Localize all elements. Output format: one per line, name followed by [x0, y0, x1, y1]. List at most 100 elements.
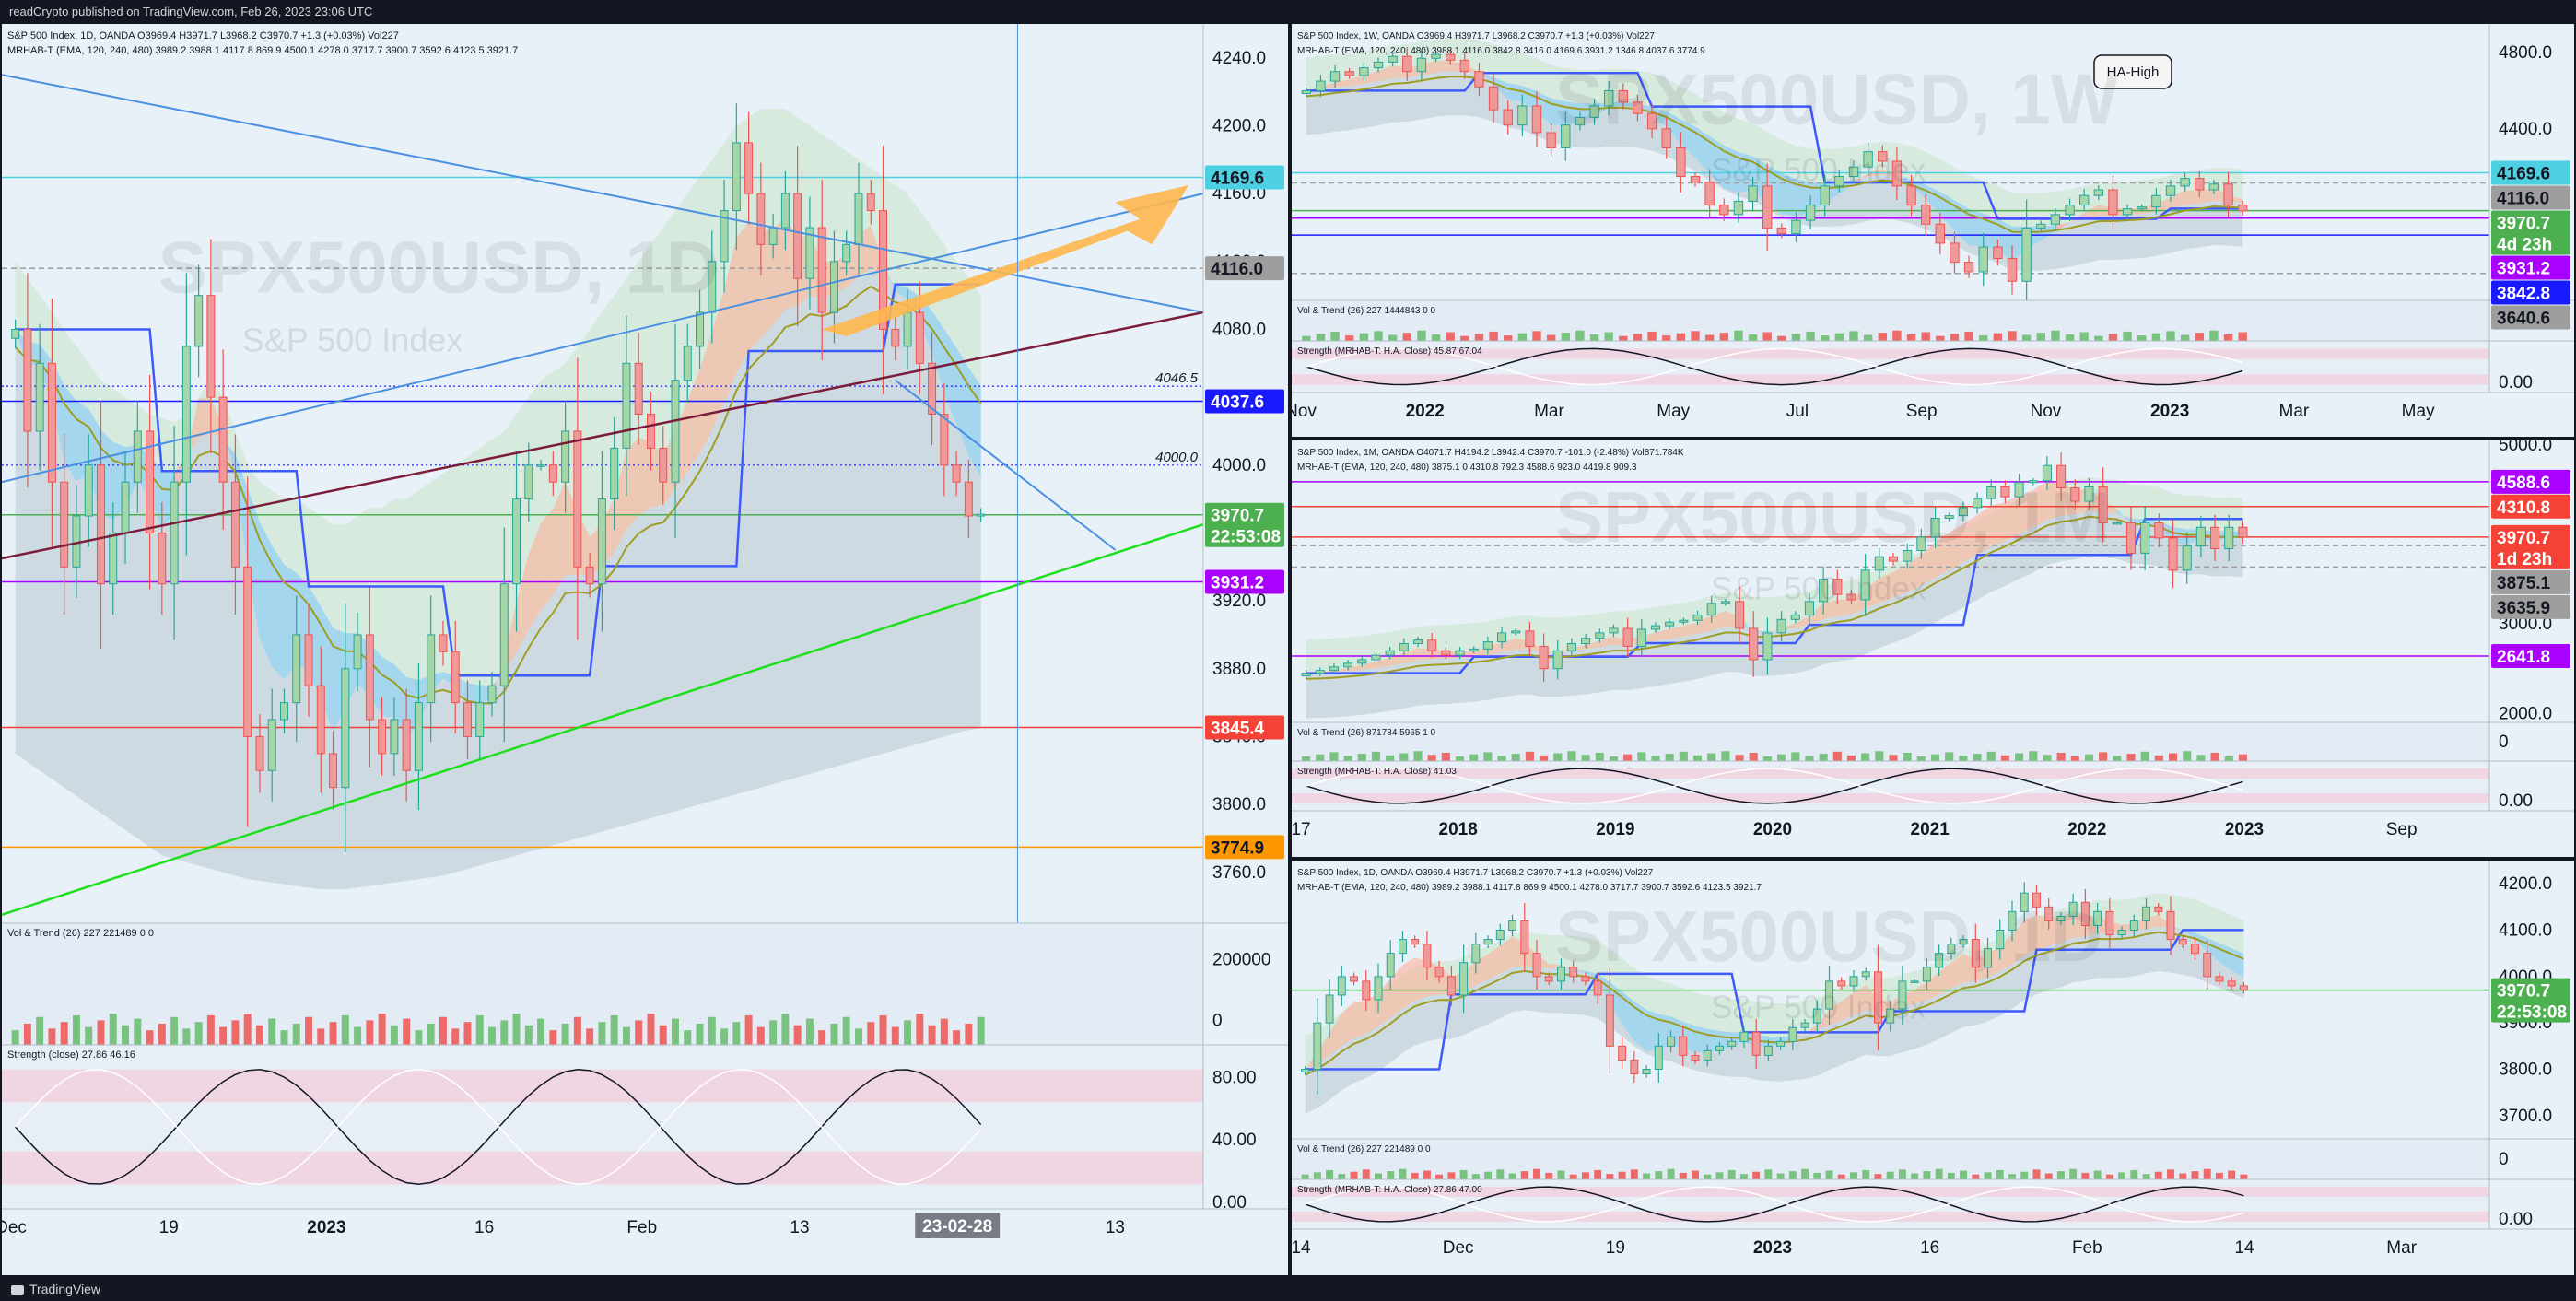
weekly-volume-bar: [1474, 334, 1484, 341]
daily-small-ribbon-segment: [1390, 965, 1403, 1018]
daily-small-ribbon-segment: [1854, 985, 1867, 1015]
daily-main-volume-bar: [97, 1020, 105, 1045]
weekly-candle: [1416, 57, 1427, 73]
daily-main-ribbon-segment: [846, 233, 859, 288]
monthly-strength-pane: [1292, 761, 2489, 811]
monthly-volume-bar: [1735, 755, 1744, 761]
monthly-candle: [1874, 556, 1884, 571]
monthly-price-badge-bg: [2491, 469, 2570, 494]
trendline-maroon: [2, 311, 1204, 560]
daily-main-watermark-sub: S&P 500 Index: [242, 322, 463, 359]
daily-main-x-tick-label: 13: [790, 1218, 809, 1237]
weekly-volume-bar: [1936, 335, 1945, 341]
weekly-volume-bar: [1316, 334, 1326, 341]
daily-main-ribbon-segment: [247, 487, 260, 639]
monthly-volume-bar: [2140, 751, 2149, 761]
daily-small-volume-bar: [1569, 1174, 1577, 1179]
daily-small-volume-bar: [1447, 1172, 1456, 1179]
monthly-ma-line: [1306, 515, 2243, 680]
daily-main-chart-panel[interactable]: 4046.5 4000.0 SPX500USD, 1D S&P 500 Index S&…: [2, 24, 1288, 1275]
monthly-ribbon-segment: [1893, 564, 1908, 598]
weekly-price-badge: 3931.2: [2491, 255, 2570, 280]
daily-main-volume-bar: [158, 1023, 166, 1045]
weekly-candle: [2021, 227, 2032, 282]
monthly-volume-bar: [1945, 752, 1954, 761]
daily-main-candle: [23, 328, 32, 432]
weekly-candle: [1661, 128, 1671, 148]
weekly-volume-bar: [2036, 333, 2045, 341]
weekly-candle: [1950, 242, 1960, 264]
daily-small-volume-bar: [2215, 1172, 2223, 1179]
daily-main-volume-bar: [488, 1026, 496, 1045]
daily-main-candle: [280, 702, 288, 721]
daily-main-volume-bar: [793, 1025, 802, 1045]
daily-small-candle: [2056, 915, 2066, 921]
daily-main-volume-bar: [867, 1022, 875, 1045]
daily-small-candle: [2227, 980, 2236, 987]
monthly-ribbon-segment: [1376, 657, 1390, 668]
daily-main-y-tick-label: 4200.0: [1212, 116, 1266, 135]
weekly-candle: [2078, 194, 2090, 206]
daily-main-volume-bar: [586, 1028, 594, 1045]
daily-small-candle: [1446, 976, 1456, 996]
daily-main-volume-bar: [879, 1014, 887, 1045]
monthly-price-badge-text: 4588.6: [2497, 474, 2550, 493]
monthly-chart-panel[interactable]: SPX500USD, 1M S&P 500 Index S&P 500 Index,…: [1292, 440, 2574, 857]
monthly-y-tick-label: 2000.0: [2499, 704, 2552, 723]
monthly-ribbon-segment: [1669, 626, 1684, 639]
daily-small-candle: [1483, 939, 1493, 945]
daily-small-volume-bar: [1996, 1169, 2004, 1179]
daily-main-candle: [414, 702, 423, 771]
trendline-blue-rising: [2, 193, 1204, 484]
daily-small-volume-bar: [1362, 1169, 1370, 1179]
daily-small-candle: [2239, 985, 2248, 990]
daily-small-chart-panel[interactable]: SPX500USD, 1D S&P 500 Index S&P 500 Index,…: [1292, 861, 2574, 1275]
weekly-candle: [2137, 206, 2147, 210]
daily-main-candle: [243, 566, 252, 737]
daily-main-candle: [805, 227, 814, 279]
daily-small-volume-bar: [1387, 1171, 1395, 1179]
daily-main-volume-bar: [268, 1018, 276, 1045]
monthly-volume-bar: [2168, 753, 2178, 761]
daily-main-volume-bar: [647, 1014, 655, 1045]
weekly-candle: [1805, 205, 1816, 221]
monthly-volume-bar: [1357, 754, 1366, 761]
weekly-candle: [1646, 112, 1657, 130]
weekly-candle: [1920, 205, 1931, 225]
daily-small-ribbon-segment: [1829, 1001, 1842, 1026]
daily-main-volume-bar: [684, 1030, 692, 1045]
monthly-candle: [1665, 621, 1675, 627]
daily-small-x-tick-label: 2023: [1753, 1238, 1792, 1258]
daily-main-candle: [316, 685, 325, 755]
daily-main-price-badge-bg: [1205, 569, 1284, 594]
daily-small-volume-legend: Vol & Trend (26) 227 221489 0 0: [1297, 1144, 1431, 1154]
publish-header: readCrypto published on TradingView.com,…: [0, 0, 2576, 24]
daily-small-ribbon-segment: [1695, 1026, 1708, 1053]
daily-main-strength-signal-line: [15, 1068, 982, 1185]
monthly-ribbon-segment: [2019, 490, 2033, 534]
daily-main-ribbon-segment: [687, 369, 700, 473]
monthly-volume-bar: [1316, 754, 1325, 761]
monthly-candle: [1804, 601, 1814, 615]
monthly-candle: [1539, 645, 1549, 670]
weekly-price-badge-bg: [2491, 280, 2570, 305]
daily-small-volume-bar: [2056, 1171, 2065, 1179]
daily-small-candle: [1337, 976, 1346, 996]
daily-small-price-badge: 3970.722:53:08: [2491, 978, 2570, 1023]
daily-main-watermark: SPX500USD, 1D: [158, 227, 720, 309]
daily-small-candle: [1569, 967, 1578, 978]
daily-main-price-badge: 3970.7 22:53:08: [1205, 502, 1284, 547]
weekly-ribbon-segment: [1493, 77, 1508, 100]
daily-main-ribbon-segment: [711, 288, 725, 430]
daily-small-volume-bar: [1508, 1173, 1516, 1179]
monthly-candle: [1832, 579, 1843, 595]
daily-small-candle: [1935, 953, 1944, 968]
daily-small-candle: [1959, 939, 1968, 945]
weekly-chart-panel[interactable]: HA-High SPX500USD, 1W S&P 500 Index S&P 500…: [1292, 24, 2574, 437]
daily-main-volume-bar: [463, 1022, 472, 1045]
daily-main-candle: [891, 328, 900, 347]
weekly-candle: [1488, 86, 1499, 111]
daily-small-volume-bar: [2081, 1172, 2090, 1179]
daily-small-candle: [1654, 1045, 1663, 1070]
weekly-candle: [2065, 205, 2075, 216]
